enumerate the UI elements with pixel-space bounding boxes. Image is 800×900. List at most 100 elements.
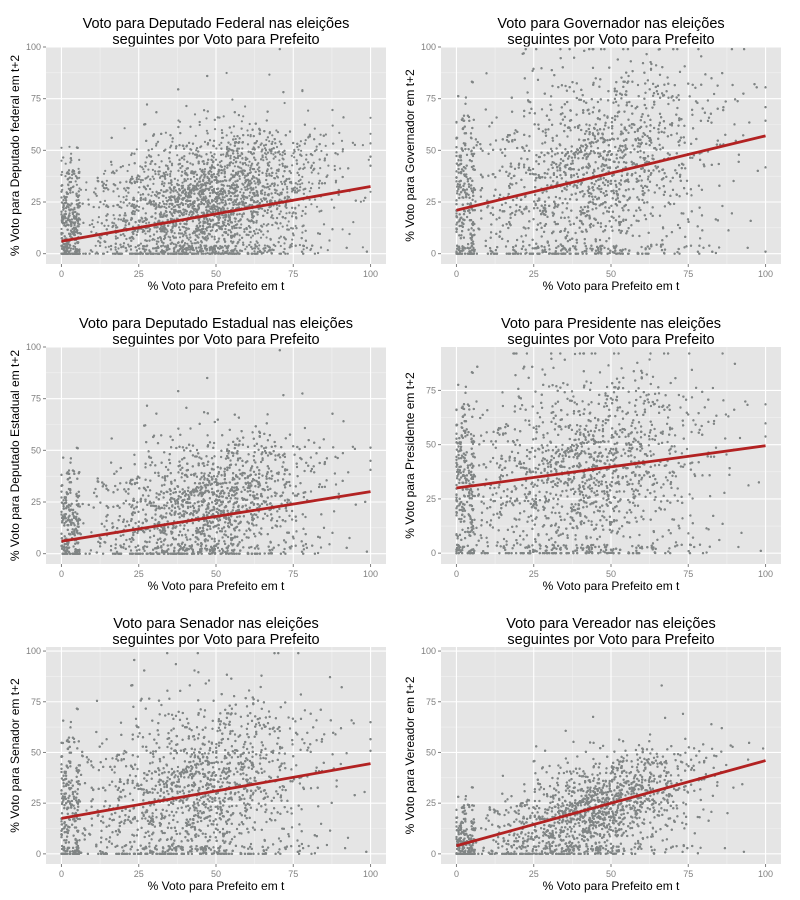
data-point: [72, 191, 74, 193]
data-point: [311, 171, 313, 173]
data-point: [280, 236, 282, 238]
data-point: [220, 169, 222, 171]
data-point: [105, 246, 107, 248]
data-point: [178, 226, 180, 228]
data-point: [188, 248, 190, 250]
data-point: [341, 140, 343, 142]
data-point: [301, 231, 303, 233]
data-point: [285, 212, 287, 214]
data-point: [240, 223, 242, 225]
data-point: [317, 172, 319, 174]
data-point: [303, 248, 305, 250]
data-point: [169, 173, 171, 175]
data-point: [153, 178, 155, 180]
data-point: [128, 164, 130, 166]
data-point: [113, 214, 115, 216]
data-point: [241, 216, 243, 218]
data-point: [78, 177, 80, 179]
data-point: [60, 228, 62, 230]
data-point: [127, 244, 129, 246]
data-point: [308, 181, 310, 183]
data-point: [243, 198, 245, 200]
data-point: [250, 134, 252, 136]
data-point: [316, 146, 318, 148]
data-point: [296, 187, 298, 189]
data-point: [244, 162, 246, 164]
data-point: [242, 242, 244, 244]
data-point: [226, 134, 228, 136]
data-point: [195, 135, 197, 137]
data-point: [215, 159, 217, 161]
data-point: [87, 199, 89, 201]
data-point: [138, 206, 140, 208]
data-point: [239, 234, 241, 236]
data-point: [241, 147, 243, 149]
data-point: [194, 113, 196, 115]
data-point: [145, 222, 147, 224]
data-point: [209, 192, 211, 194]
data-point: [140, 181, 142, 183]
data-point: [89, 224, 91, 226]
data-point: [294, 186, 296, 188]
data-point: [223, 185, 225, 187]
data-point: [124, 235, 126, 237]
data-point: [305, 154, 307, 156]
data-point: [286, 224, 288, 226]
data-point: [162, 200, 164, 202]
data-point: [303, 163, 305, 165]
data-point: [146, 156, 148, 158]
data-point: [124, 212, 126, 214]
data-point: [85, 181, 87, 183]
data-point: [266, 158, 268, 160]
data-point: [277, 227, 279, 229]
data-point: [280, 181, 282, 183]
data-point: [218, 144, 220, 146]
data-point: [98, 206, 100, 208]
data-point: [360, 201, 362, 203]
data-point: [124, 127, 126, 129]
data-point: [139, 165, 141, 167]
data-point: [277, 131, 279, 133]
data-point: [186, 223, 188, 225]
data-point: [153, 239, 155, 241]
data-point: [72, 186, 74, 188]
data-point: [97, 221, 99, 223]
data-point: [298, 174, 300, 176]
data-point: [224, 245, 226, 247]
data-point: [297, 183, 299, 185]
data-point: [282, 165, 284, 167]
data-point: [244, 177, 246, 179]
data-point: [294, 207, 296, 209]
data-point: [188, 239, 190, 241]
data-point: [284, 102, 286, 104]
data-point: [103, 173, 105, 175]
data-point: [120, 201, 122, 203]
data-point: [175, 147, 177, 149]
data-point: [281, 154, 283, 156]
data-point: [263, 247, 265, 249]
data-point: [182, 185, 184, 187]
data-point: [169, 239, 171, 241]
data-point: [165, 171, 167, 173]
data-point: [190, 240, 192, 242]
data-point: [165, 197, 167, 199]
data-point: [297, 149, 299, 151]
data-point: [189, 251, 191, 253]
data-point: [78, 159, 80, 161]
data-point: [151, 239, 153, 241]
data-point: [136, 178, 138, 180]
data-point: [244, 248, 246, 250]
data-point: [264, 152, 266, 154]
data-point: [255, 186, 257, 188]
data-point: [234, 165, 236, 167]
data-point: [334, 165, 336, 167]
data-point: [71, 177, 73, 179]
data-point: [299, 244, 301, 246]
data-point: [103, 203, 105, 205]
data-point: [182, 250, 184, 252]
data-point: [249, 123, 251, 125]
data-point: [196, 178, 198, 180]
data-point: [257, 232, 259, 234]
data-point: [239, 191, 241, 193]
data-point: [247, 134, 249, 136]
